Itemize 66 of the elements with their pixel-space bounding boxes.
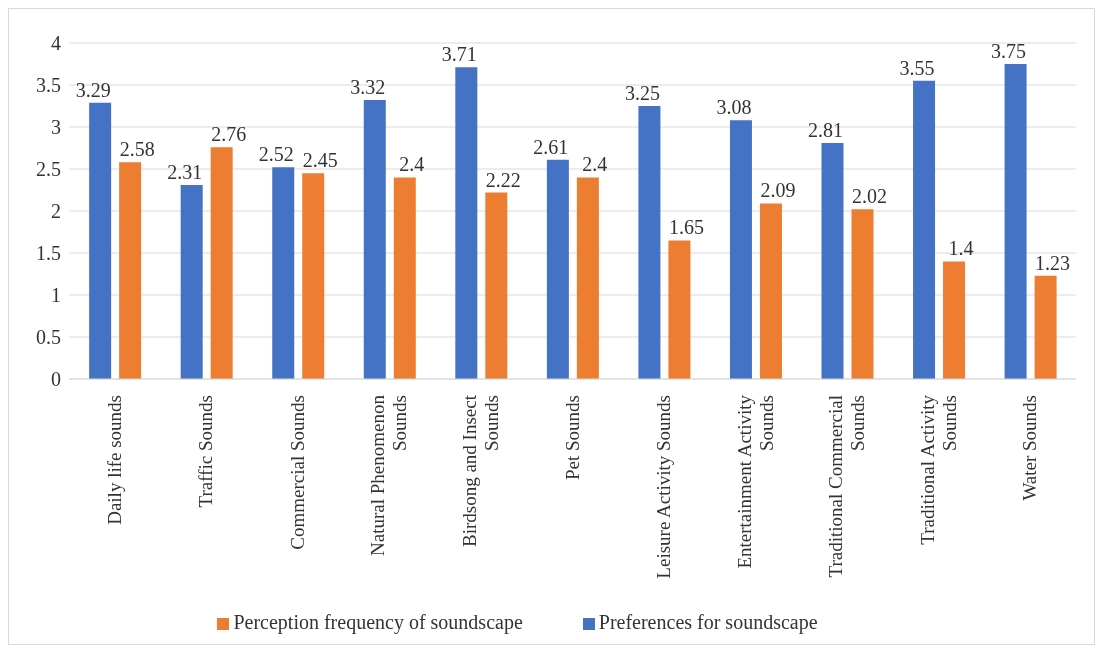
bar [393,177,416,379]
x-tick-label: Birdsong and Insect Sounds [458,394,502,547]
data-label: 1.23 [1035,251,1071,274]
x-tick-label: Commercial Sounds [286,395,308,550]
data-label: 2.52 [258,143,294,166]
y-tick-label: 3.5 [36,74,61,97]
bar [729,120,752,379]
data-label: 1.4 [948,237,974,260]
y-tick-label: 2 [51,200,61,223]
bar [363,100,386,379]
data-label: 2.61 [533,135,569,158]
bar [638,106,661,379]
bar [272,167,295,379]
x-tick-label: Entertainment Activity Sounds [733,394,777,569]
data-label: 2.31 [167,160,203,183]
bar [851,209,874,379]
x-tick-label: Water Sounds [1019,395,1041,501]
y-tick-label: 3 [51,116,61,139]
x-tick-label: Daily life sounds [103,395,125,525]
bar [913,80,936,379]
data-label: 2.02 [852,185,887,208]
bar [455,67,478,379]
y-tick-label: 1 [51,284,61,307]
data-label: 3.08 [716,96,752,119]
data-label: 2.4 [399,153,425,176]
data-label: 1.65 [668,216,704,239]
y-tick-label: 4 [51,32,61,55]
bar [546,159,569,379]
bar [576,177,599,379]
bar [89,102,112,379]
bar [1034,275,1057,379]
data-label: 2.45 [302,149,338,172]
data-label: 2.76 [211,123,247,146]
bar [485,192,508,379]
bar [668,240,691,379]
bar [943,261,966,379]
legend-label: Perception frequency of soundscape [233,611,523,633]
x-tick-label: Leisure Activity Sounds [653,395,675,579]
data-label: 2.4 [582,153,608,176]
bar [759,203,782,379]
data-label: 2.81 [808,118,843,141]
bar [180,184,203,379]
bar [210,147,233,379]
bar [119,162,142,379]
bar [821,142,844,379]
y-tick-label: 0 [51,368,61,391]
x-tick-label: Pet Sounds [561,395,583,480]
data-label: 3.55 [899,56,935,79]
x-tick-label: Traditional Activity Sounds [916,394,960,545]
data-label: 2.22 [485,168,521,191]
y-tick-label: 1.5 [36,242,61,265]
data-label: 2.58 [119,138,155,161]
bar [1004,64,1027,379]
data-label: 3.32 [350,76,386,99]
data-label: 3.71 [441,43,477,66]
data-label: 2.09 [760,179,796,202]
data-label: 3.75 [991,40,1027,62]
x-tick-label: Natural Phenomenon Sounds [367,394,411,556]
data-label: 3.29 [75,78,111,101]
y-tick-label: 2.5 [36,158,61,181]
data-label: 3.25 [624,82,660,104]
x-tick-label: Traffic Sounds [195,395,217,508]
y-tick-label: 0.5 [36,326,61,349]
legend-label: Preferences for soundscape [598,611,818,633]
bar [302,173,325,379]
x-tick-label: Traditional Commercial Sounds [825,395,869,578]
